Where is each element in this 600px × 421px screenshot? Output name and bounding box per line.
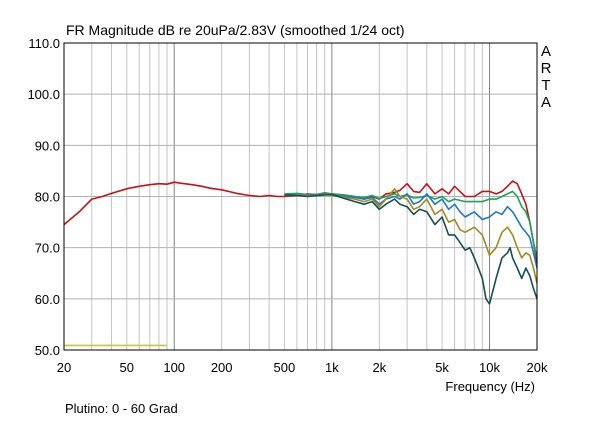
plot-frame [63, 42, 538, 351]
footnote: Plutino: 0 - 60 Grad [65, 401, 178, 416]
y-tick-label: 50.0 [35, 343, 60, 358]
x-tick-label: 100 [163, 360, 185, 375]
y-tick-label: 60.0 [35, 292, 60, 307]
x-tick-label: 200 [211, 360, 233, 375]
y-tick-label: 100.0 [27, 87, 60, 102]
series-line [284, 188, 538, 284]
x-axis-label: Frequency (Hz) [445, 379, 535, 394]
arta-watermark: A R T A [541, 43, 552, 111]
watermark-letter: T [541, 77, 550, 94]
x-tick-label: 1k [325, 360, 339, 375]
series-group [63, 180, 538, 347]
x-tick-label: 500 [274, 360, 296, 375]
watermark-letter: A [541, 43, 551, 60]
y-tick-label: 90.0 [35, 138, 60, 153]
series-line [284, 190, 538, 259]
x-tick-label: 50 [120, 360, 134, 375]
watermark-letter: R [541, 60, 552, 77]
y-tick-label: 110.0 [28, 36, 60, 51]
y-tick-labels: 110.0 100.0 90.0 80.0 70.0 60.0 50.0 [27, 36, 60, 358]
x-tick-label: 2k [372, 360, 386, 375]
y-tick-label: 70.0 [35, 241, 60, 256]
x-tick-labels: 20 50 100 200 500 1k 2k 5k 10k 20k [57, 360, 548, 375]
series-line [284, 193, 538, 305]
series-line [284, 193, 538, 269]
x-tick-label: 20 [57, 360, 71, 375]
y-tick-label: 80.0 [35, 190, 60, 205]
x-tick-label: 20k [527, 360, 548, 375]
x-tick-label: 10k [479, 360, 500, 375]
x-tick-label: 5k [435, 360, 449, 375]
chart-title: FR Magnitude dB re 20uPa/2.83V (smoothed… [66, 22, 405, 38]
watermark-letter: A [541, 94, 551, 111]
